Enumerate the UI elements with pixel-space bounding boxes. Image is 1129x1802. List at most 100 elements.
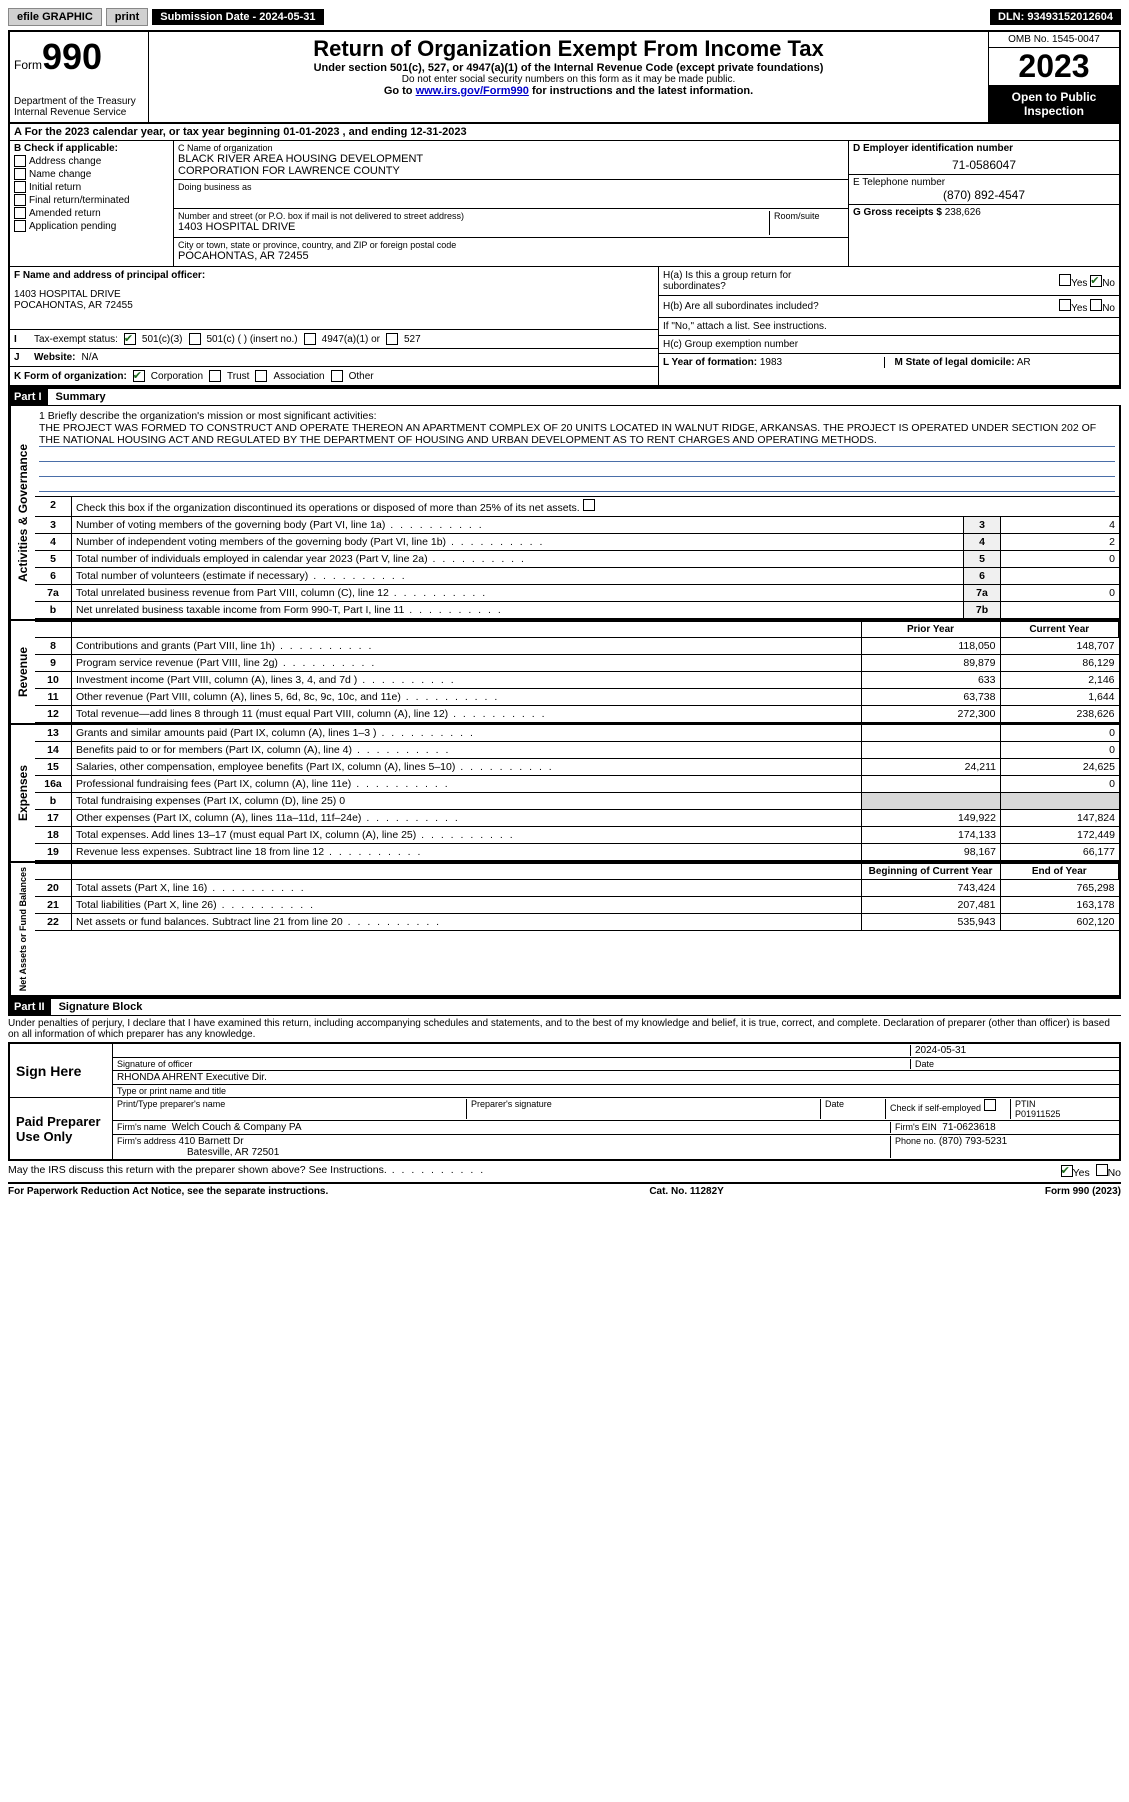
exp-row: 18Total expenses. Add lines 13–17 (must …	[35, 827, 1119, 844]
cb-other[interactable]	[331, 370, 343, 382]
part-ii-title: Signature Block	[51, 999, 151, 1015]
cb-4947[interactable]	[304, 333, 316, 345]
cb-hb-yes[interactable]	[1059, 299, 1071, 311]
inspect2: Inspection	[993, 104, 1115, 118]
form-subtitle: Under section 501(c), 527, or 4947(a)(1)…	[157, 62, 980, 74]
print-button[interactable]: print	[106, 8, 148, 26]
org-name: BLACK RIVER AREA HOUSING DEVELOPMENT	[178, 153, 844, 165]
box-ha: H(a) Is this a group return for subordin…	[659, 267, 1119, 296]
sig-labels: Signature of officer Date	[113, 1058, 1119, 1071]
sign-here-label: Sign Here	[10, 1044, 113, 1097]
lower-right: H(a) Is this a group return for subordin…	[658, 267, 1119, 385]
cb-discontinued[interactable]	[583, 499, 595, 511]
room-label: Room/suite	[774, 211, 844, 221]
form-title: Return of Organization Exempt From Incom…	[157, 36, 980, 62]
cb-501c[interactable]	[189, 333, 201, 345]
entity-block: B Check if applicable: Address change Na…	[8, 141, 1121, 267]
net-header-row: Beginning of Current YearEnd of Year	[35, 864, 1119, 880]
sig-date-value: 2024-05-31	[910, 1045, 1115, 1056]
box-k: K Form of organization: Corporation Trus…	[10, 367, 658, 385]
col-header-row: Prior YearCurrent Year	[35, 622, 1119, 638]
part-i-bar: Part I Summary	[8, 387, 1121, 406]
cb-hb-no[interactable]	[1090, 299, 1102, 311]
cb-amended-return[interactable]: Amended return	[14, 207, 169, 219]
phone-value: (870) 892-4547	[853, 188, 1115, 202]
side-expenses: Expenses	[10, 725, 35, 861]
type-label: Type or print name and title	[113, 1085, 1119, 1097]
gov-table: 2 Check this box if the organization dis…	[35, 497, 1119, 619]
entity-right: D Employer identification number 71-0586…	[848, 141, 1119, 266]
cb-corporation[interactable]	[133, 370, 145, 382]
form-note: Do not enter social security numbers on …	[157, 74, 980, 85]
city-value: POCAHONTAS, AR 72455	[178, 250, 844, 262]
officer-name: RHONDA AHRENT Executive Dir.	[117, 1072, 267, 1083]
governance-section: Activities & Governance 1 Briefly descri…	[8, 406, 1121, 621]
cb-ha-no[interactable]	[1090, 275, 1102, 287]
letter-j: J	[14, 352, 28, 363]
cb-initial-return[interactable]: Initial return	[14, 181, 169, 193]
cb-address-change[interactable]: Address change	[14, 155, 169, 167]
revenue-section: Revenue Prior YearCurrent Year 8Contribu…	[8, 621, 1121, 725]
cb-name-change[interactable]: Name change	[14, 168, 169, 180]
cb-association[interactable]	[255, 370, 267, 382]
exp-table: 13Grants and similar amounts paid (Part …	[35, 725, 1119, 861]
exp-row: 14Benefits paid to or for members (Part …	[35, 742, 1119, 759]
gov-row: 5Total number of individuals employed in…	[35, 551, 1119, 568]
sign-block: Sign Here 2024-05-31 Signature of office…	[8, 1042, 1121, 1161]
expenses-section: Expenses 13Grants and similar amounts pa…	[8, 725, 1121, 863]
form-number: 990	[42, 36, 102, 77]
cb-discuss-no[interactable]	[1096, 1164, 1108, 1176]
net-table: Beginning of Current YearEnd of Year 20T…	[35, 863, 1119, 931]
ein-value: 71-0586047	[853, 158, 1115, 172]
cb-self-employed[interactable]	[984, 1099, 996, 1111]
cb-discuss-yes[interactable]	[1061, 1165, 1073, 1177]
box-e: E Telephone number (870) 892-4547	[849, 175, 1119, 205]
dln: DLN: 93493152012604	[990, 9, 1121, 25]
sig-top: 2024-05-31	[113, 1044, 1119, 1058]
box-g: G Gross receipts $ 238,626	[849, 205, 1119, 233]
box-hc: H(c) Group exemption number	[659, 336, 1119, 354]
box-hb-note: If "No," attach a list. See instructions…	[659, 318, 1119, 336]
cb-application-pending[interactable]: Application pending	[14, 220, 169, 232]
cb-final-return[interactable]: Final return/terminated	[14, 194, 169, 206]
mission-box: 1 Briefly describe the organization's mi…	[35, 406, 1119, 497]
officer-addr1: 1403 HOSPITAL DRIVE	[14, 289, 205, 300]
cb-trust[interactable]	[209, 370, 221, 382]
omb-number: OMB No. 1545-0047	[989, 32, 1119, 48]
box-lm: L Year of formation: 1983 M State of leg…	[659, 354, 1119, 371]
footer: For Paperwork Reduction Act Notice, see …	[8, 1184, 1121, 1199]
net-row: 21Total liabilities (Part X, line 26)207…	[35, 897, 1119, 914]
rev-table: Prior YearCurrent Year 8Contributions an…	[35, 621, 1119, 723]
box-b: B Check if applicable: Address change Na…	[10, 141, 174, 266]
gross-label: G Gross receipts $	[853, 207, 942, 218]
section-a-taxyear: A For the 2023 calendar year, or tax yea…	[8, 124, 1121, 141]
lower-left: F Name and address of principal officer:…	[10, 267, 658, 385]
addr-value: 1403 HOSPITAL DRIVE	[178, 221, 769, 233]
officer-name-row: RHONDA AHRENT Executive Dir.	[113, 1071, 1119, 1085]
dba-row: Doing business as	[174, 180, 848, 209]
cb-501c3[interactable]	[124, 333, 136, 345]
pt-date-label: Date	[821, 1099, 886, 1119]
firm-addr-row: Firm's address 410 Barnett DrBatesville,…	[113, 1135, 1119, 1159]
mission-blank3	[39, 477, 1115, 492]
form990-link[interactable]: www.irs.gov/Form990	[416, 85, 529, 97]
part-ii-badge: Part II	[8, 999, 51, 1015]
sig-officer-label: Signature of officer	[117, 1059, 910, 1069]
cb-ha-yes[interactable]	[1059, 274, 1071, 286]
pt-name-label: Print/Type preparer's name	[117, 1099, 467, 1119]
side-governance: Activities & Governance	[10, 406, 35, 619]
org-name-row: C Name of organization BLACK RIVER AREA …	[174, 141, 848, 180]
box-hb: H(b) Are all subordinates included? Yes …	[659, 296, 1119, 318]
perjury-text: Under penalties of perjury, I declare th…	[8, 1016, 1121, 1042]
box-d: D Employer identification number 71-0586…	[849, 141, 1119, 175]
city-row: City or town, state or province, country…	[174, 238, 848, 266]
mission-blank2	[39, 462, 1115, 477]
box-i: I Tax-exempt status: 501(c)(3) 501(c) ( …	[10, 330, 658, 349]
link-post: for instructions and the latest informat…	[529, 85, 753, 97]
form-link-row: Go to www.irs.gov/Form990 for instructio…	[157, 85, 980, 97]
box-f: F Name and address of principal officer:…	[10, 267, 658, 330]
footer-right: Form 990 (2023)	[1045, 1186, 1121, 1197]
rev-row: 12Total revenue—add lines 8 through 11 (…	[35, 706, 1119, 723]
line2-text: Check this box if the organization disco…	[72, 497, 1120, 517]
cb-527[interactable]	[386, 333, 398, 345]
